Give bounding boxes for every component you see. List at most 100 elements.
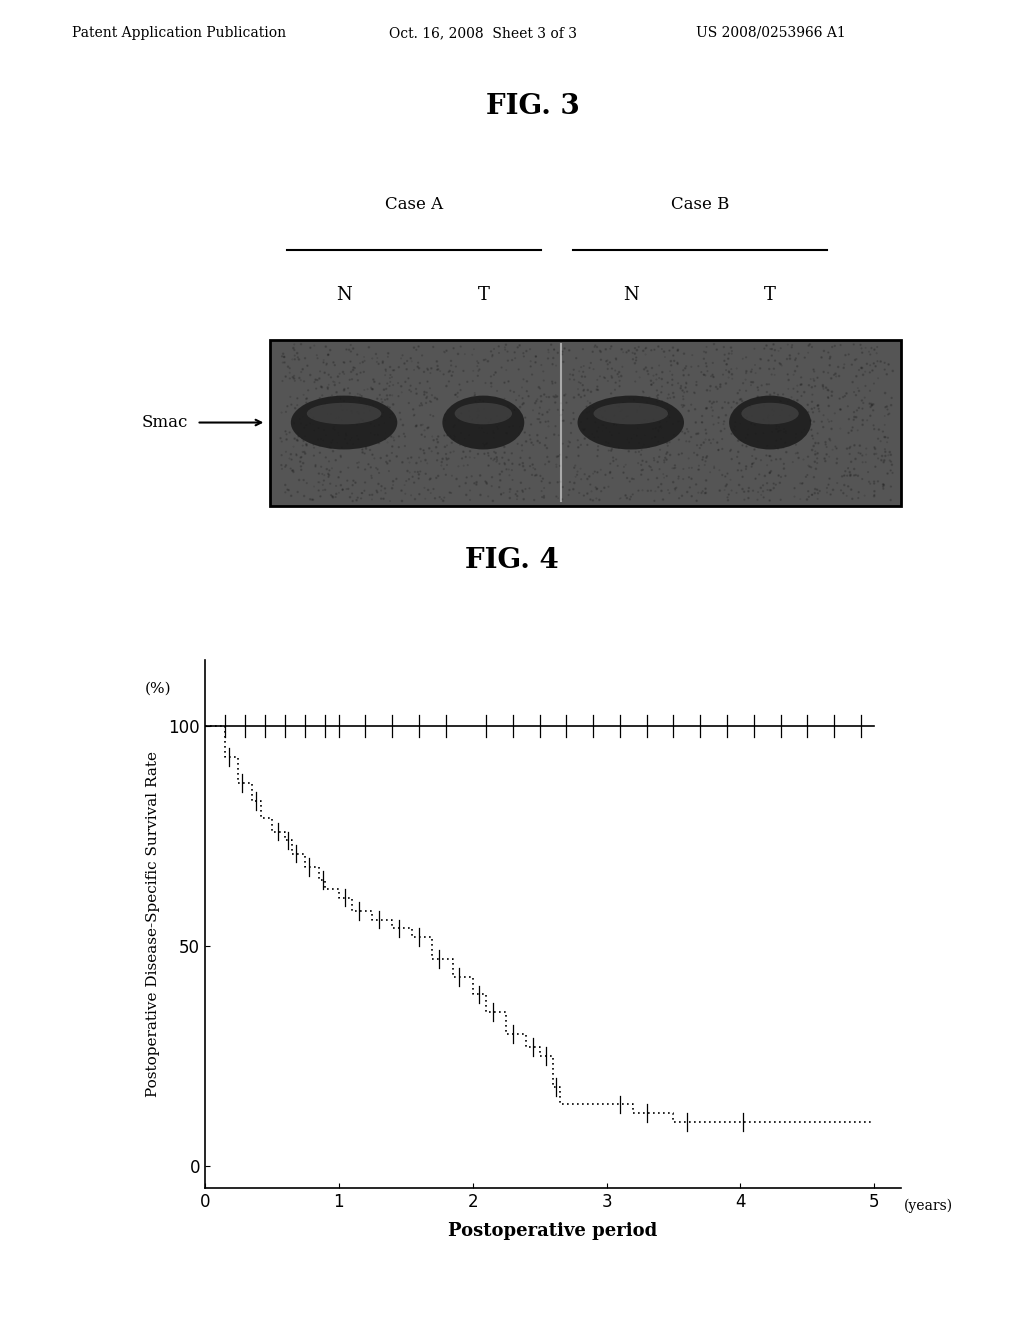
Point <box>819 409 836 430</box>
Point <box>705 405 721 426</box>
Point <box>714 429 730 450</box>
Point <box>658 444 675 465</box>
Point <box>771 417 787 438</box>
Point <box>834 466 850 487</box>
Point <box>609 455 626 477</box>
Point <box>807 483 823 504</box>
Point <box>763 461 779 482</box>
Point <box>451 430 467 451</box>
Point <box>698 470 715 491</box>
Point <box>741 396 758 417</box>
Point <box>516 422 532 444</box>
Point <box>349 453 366 474</box>
Point <box>322 459 338 480</box>
Point <box>500 395 516 416</box>
Point <box>554 341 570 362</box>
Point <box>650 432 667 453</box>
Point <box>698 397 715 418</box>
Point <box>821 411 838 432</box>
Point <box>314 474 331 495</box>
Point <box>634 440 650 461</box>
Point <box>285 367 301 388</box>
Point <box>461 425 477 446</box>
Point <box>540 401 556 422</box>
Point <box>592 341 608 362</box>
Point <box>858 444 874 465</box>
Point <box>478 434 495 455</box>
Point <box>470 399 486 420</box>
Point <box>335 479 351 500</box>
Point <box>859 409 876 430</box>
Point <box>297 444 313 465</box>
Point <box>548 454 564 475</box>
Point <box>671 444 687 465</box>
Point <box>838 345 854 366</box>
Point <box>417 488 433 510</box>
Point <box>311 471 328 492</box>
Point <box>767 339 783 360</box>
Point <box>820 387 837 408</box>
Point <box>786 486 803 507</box>
Point <box>443 482 460 503</box>
Point <box>338 422 354 444</box>
Point <box>881 403 897 424</box>
Point <box>504 350 520 371</box>
Point <box>843 465 859 486</box>
Point <box>760 407 776 428</box>
Point <box>796 449 812 470</box>
Point <box>531 378 548 399</box>
Point <box>311 368 328 389</box>
Point <box>563 422 580 444</box>
Point <box>294 428 310 449</box>
Point <box>317 393 334 414</box>
Point <box>813 347 829 368</box>
Point <box>345 356 361 378</box>
Point <box>681 447 697 469</box>
Point <box>478 471 495 492</box>
Point <box>687 399 703 420</box>
Point <box>831 388 848 409</box>
Point <box>620 405 636 426</box>
Point <box>706 392 722 413</box>
Point <box>836 483 852 504</box>
Point <box>554 488 570 510</box>
Point <box>483 475 500 496</box>
Point <box>589 370 605 391</box>
Point <box>523 432 540 453</box>
Point <box>306 371 323 392</box>
Point <box>287 397 303 418</box>
Point <box>471 389 487 411</box>
Point <box>746 414 763 436</box>
Point <box>284 395 300 416</box>
Point <box>470 366 486 387</box>
Point <box>472 465 488 486</box>
Point <box>570 384 587 405</box>
Point <box>587 335 603 356</box>
Point <box>608 449 625 470</box>
Point <box>399 350 416 371</box>
Point <box>412 483 428 504</box>
Point <box>866 480 883 502</box>
Point <box>577 463 593 484</box>
Point <box>761 413 777 434</box>
Point <box>545 354 561 375</box>
Point <box>593 405 609 426</box>
Point <box>705 366 721 387</box>
Point <box>566 370 583 391</box>
Point <box>419 381 435 403</box>
Point <box>846 434 862 455</box>
Point <box>377 483 393 504</box>
Point <box>585 463 601 484</box>
Point <box>854 399 870 420</box>
Point <box>877 359 893 380</box>
Point <box>651 417 668 438</box>
Point <box>590 426 606 447</box>
Point <box>713 421 729 442</box>
Point <box>356 480 373 502</box>
Point <box>331 482 347 503</box>
Point <box>738 347 755 368</box>
Point <box>347 385 364 407</box>
Point <box>362 422 379 444</box>
Point <box>290 430 306 451</box>
Point <box>349 383 366 404</box>
